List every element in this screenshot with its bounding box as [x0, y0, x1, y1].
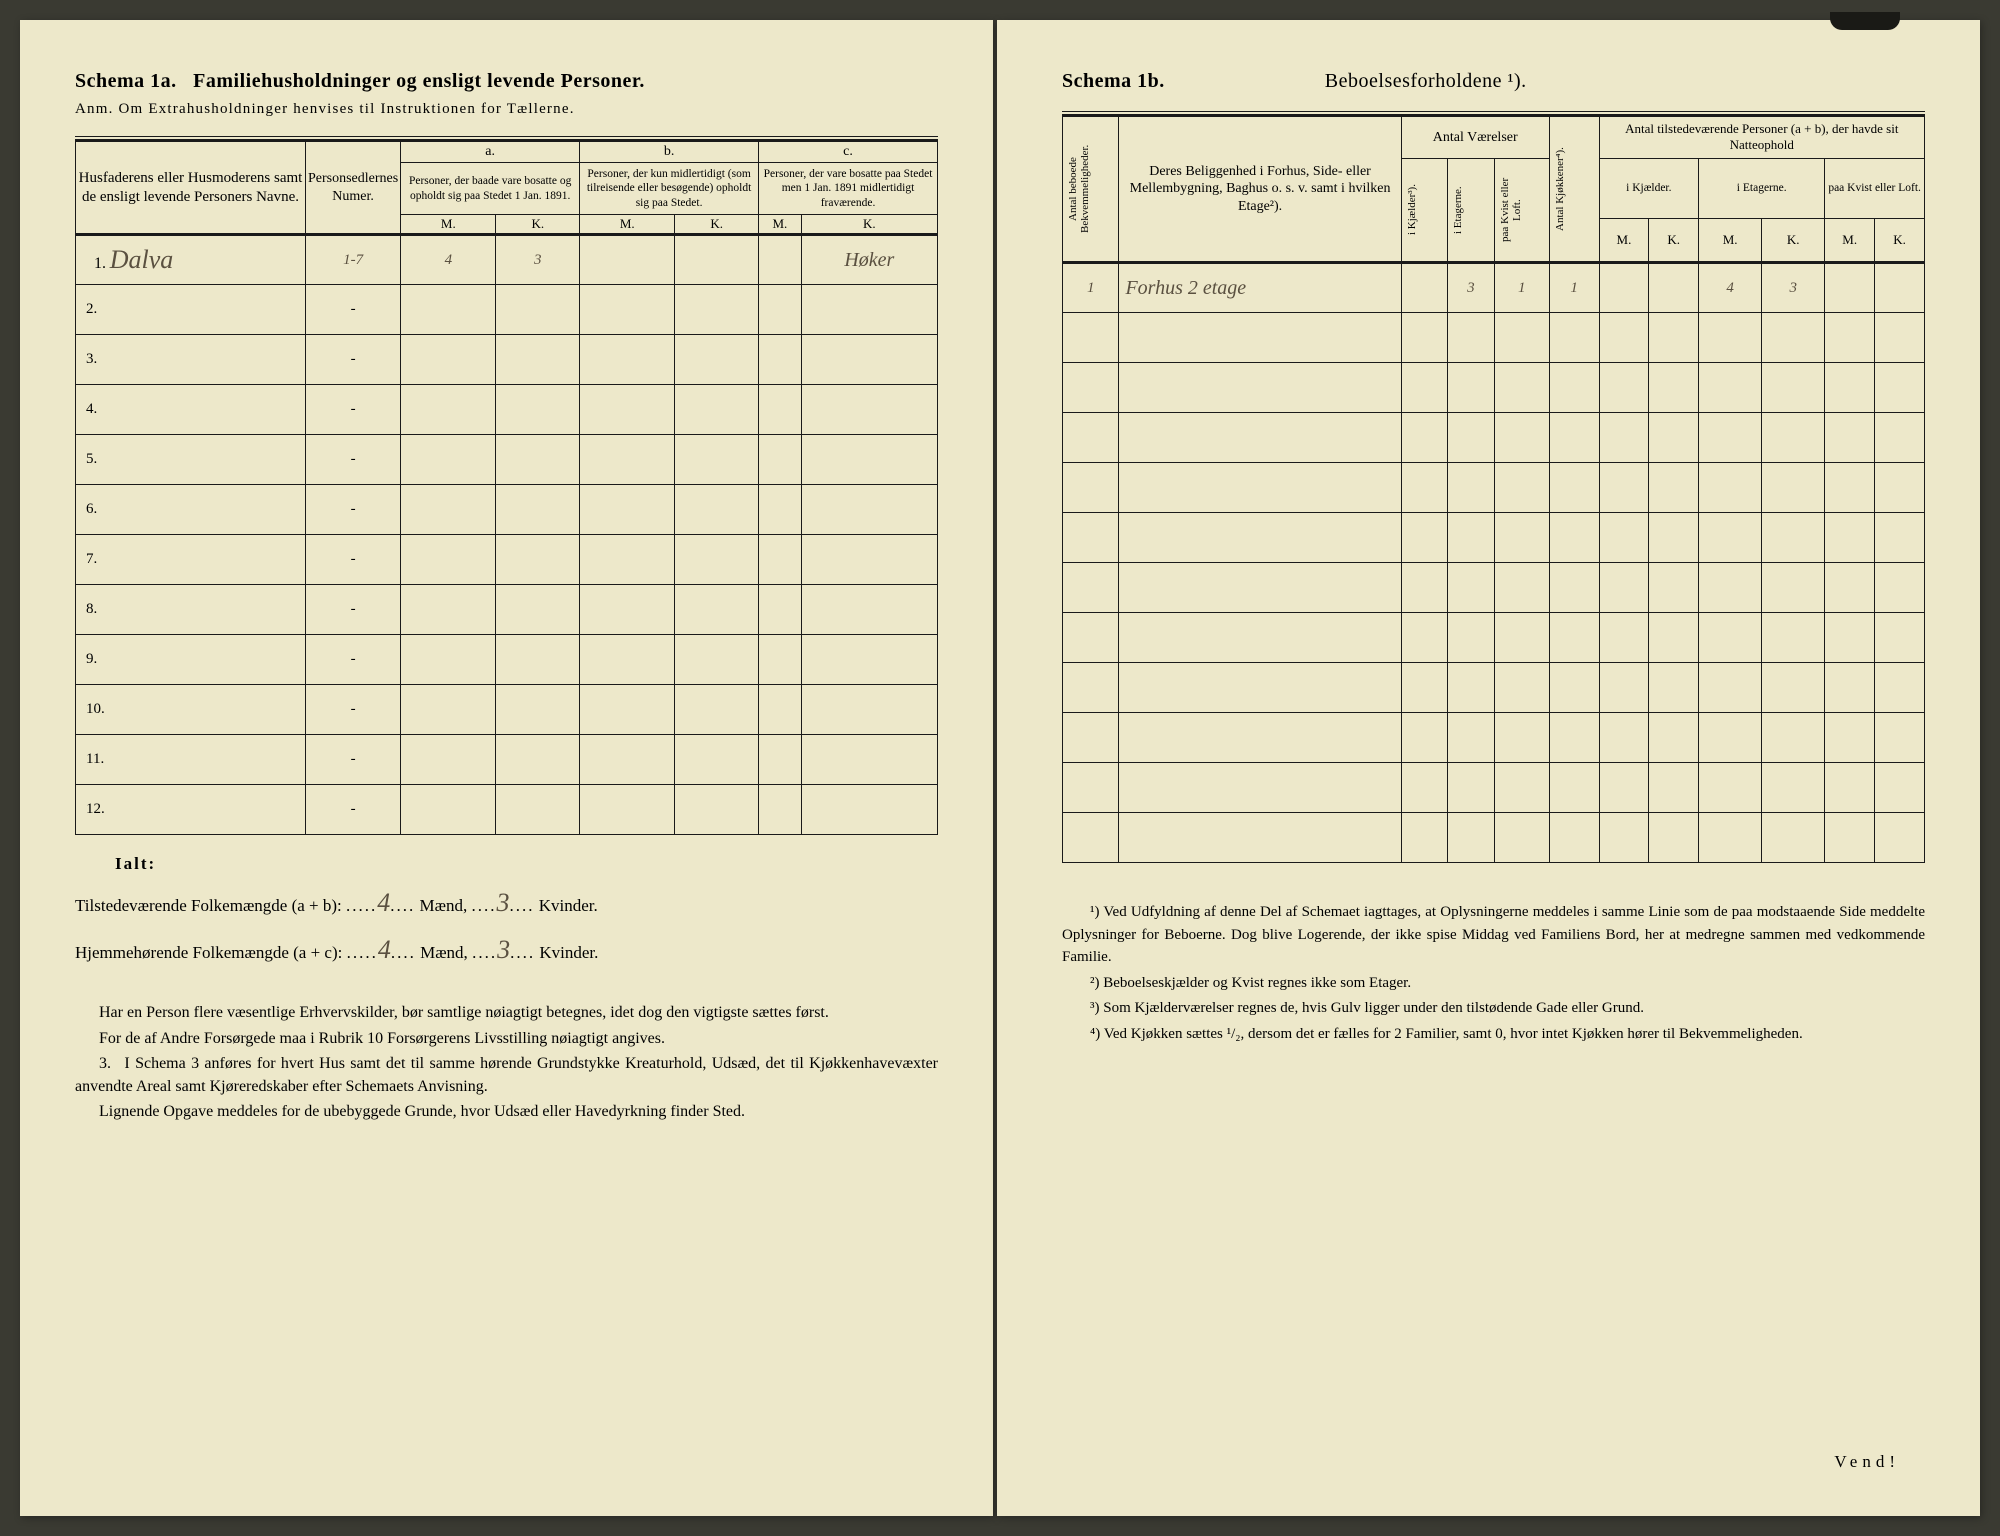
rule [1062, 111, 1925, 112]
hdr-kjok: Antal Kjøkkener⁴). [1549, 116, 1599, 263]
hdr-bk: K. [675, 215, 759, 235]
table-row: 6.- [76, 485, 938, 535]
hdr-names: Husfaderens eller Husmoderens samt de en… [76, 141, 306, 235]
table-row: 5.- [76, 435, 938, 485]
table-row: 1 Forhus 2 etage 3 1 1 4 3 [1063, 263, 1925, 313]
table-row [1063, 363, 1925, 413]
table-row [1063, 663, 1925, 713]
cell-bm [580, 235, 675, 285]
table-row: 4.- [76, 385, 938, 435]
cell-vkv: 1 [1494, 263, 1549, 313]
schema-1a-table: Husfaderens eller Husmoderens samt de en… [75, 139, 938, 835]
instructions-left: Har en Person flere væsentlige Erhvervsk… [75, 1001, 938, 1123]
table-row [1063, 463, 1925, 513]
vend-label: Vend! [1834, 1452, 1900, 1472]
table-row: 2.- [76, 285, 938, 335]
hdr-a-text: Personer, der baade vare bosatte og opho… [401, 163, 580, 215]
table-row [1063, 513, 1925, 563]
para-2: For de af Andre Forsørgede maa i Rubrik … [75, 1027, 938, 1050]
page-notch [1830, 12, 1900, 30]
para-1: Har en Person flere væsentlige Erhvervsk… [75, 1001, 938, 1024]
cell-bk [675, 235, 759, 285]
hdr-b-text: Personer, der kun midlertidigt (som tilr… [580, 163, 759, 215]
ialt-label: Ialt: [115, 849, 938, 880]
hdr-numer: Personsedlernes Numer. [306, 141, 401, 235]
cell-belig: Forhus 2 etage [1119, 263, 1401, 313]
schema-1b-title: Schema 1b. Beboelsesforholdene ¹). [1062, 70, 1925, 93]
hdr-v2: i Etagerne. [1448, 158, 1494, 263]
cell-vkj [1401, 263, 1447, 313]
schema-1a-title: Schema 1a. Familiehusholdninger og ensli… [75, 70, 938, 93]
table-row: 8.- [76, 585, 938, 635]
right-page: Schema 1b. Beboelsesforholdene ¹). Antal… [997, 20, 1980, 1516]
hdr-v1: i Kjælder³). [1401, 158, 1447, 263]
table-row: 10.- [76, 685, 938, 735]
hdr-bm: M. [580, 215, 675, 235]
footnote-3: ³) Som Kjælderværelser regnes de, hvis G… [1062, 997, 1925, 1020]
schema-1a-label: Schema 1a. [75, 70, 177, 92]
cell-antal: 1 [1063, 263, 1119, 313]
hdr-a: a. [401, 141, 580, 163]
cell-etm: 4 [1699, 263, 1762, 313]
table-row [1063, 763, 1925, 813]
cell-kjok: 1 [1549, 263, 1599, 313]
para-4: Lignende Opgave meddeles for de ubebygge… [75, 1100, 938, 1123]
hdr-b: b. [580, 141, 759, 163]
table-row: 7.- [76, 535, 938, 585]
totals-line-1: Tilstedeværende Folkemængde (a + b): ...… [75, 880, 938, 927]
hdr-v3: paa Kvist eller Loft. [1494, 158, 1549, 263]
cell-vet: 3 [1448, 263, 1494, 313]
table-row: 1. Dalva 1-7 4 3 Høker [76, 235, 938, 285]
footnote-1: ¹) Ved Udfyldning af denne Del af Schema… [1062, 901, 1925, 969]
cell-name: 1. Dalva [76, 235, 306, 285]
table-row: 11.- [76, 735, 938, 785]
hdr-belig: Deres Beliggenhed i Forhus, Side- eller … [1119, 116, 1401, 263]
table-row: 12.- [76, 785, 938, 835]
hdr-present: Antal tilstedeværende Personer (a + b), … [1599, 116, 1924, 159]
table-row [1063, 313, 1925, 363]
schema-1b-label: Schema 1b. [1062, 70, 1165, 93]
table-row [1063, 613, 1925, 663]
totals-block: Ialt: Tilstedeværende Folkemængde (a + b… [75, 849, 938, 973]
cell-num: 1-7 [306, 235, 401, 285]
hdr-ak: K. [496, 215, 580, 235]
hdr-antal-vaer: Antal Værelser [1401, 116, 1549, 159]
footnotes: ¹) Ved Udfyldning af denne Del af Schema… [1062, 901, 1925, 1045]
hdr-antal-bekv: Antal beboedeBekvemmeligheder. [1063, 116, 1119, 263]
schema-1b-text: Beboelsesforholdene ¹). [1325, 70, 1527, 93]
schema-1a-text: Familiehusholdninger og ensligt levende … [193, 70, 645, 92]
cell-ak: 3 [496, 235, 580, 285]
schema-1b-table: Antal beboedeBekvemmeligheder. Deres Bel… [1062, 114, 1925, 863]
table-row [1063, 713, 1925, 763]
hdr-cm: M. [759, 215, 802, 235]
hdr-p1: i Kjælder. [1599, 158, 1699, 218]
table-row: 9.- [76, 635, 938, 685]
table-row [1063, 413, 1925, 463]
cell-am: 4 [401, 235, 496, 285]
totals-line-2: Hjemmehørende Folkemængde (a + c): .....… [75, 927, 938, 974]
hdr-am: M. [401, 215, 496, 235]
cell-etk: 3 [1762, 263, 1825, 313]
footnote-2: ²) Beboelseskjælder og Kvist regnes ikke… [1062, 972, 1925, 995]
table-row: 3.- [76, 335, 938, 385]
hdr-p2: i Etagerne. [1699, 158, 1825, 218]
footnote-4: ⁴) Ved Kjøkken sættes ¹/₂, dersom det er… [1062, 1023, 1925, 1046]
table-row [1063, 563, 1925, 613]
rule [75, 136, 938, 137]
anm-note: Anm. Om Extrahusholdninger henvises til … [75, 101, 938, 118]
hdr-p3: paa Kvist eller Loft. [1825, 158, 1925, 218]
table-row [1063, 813, 1925, 863]
para-3: 3. I Schema 3 anføres for hvert Hus samt… [75, 1052, 938, 1098]
cell-cm [759, 235, 802, 285]
page-spread: Schema 1a. Familiehusholdninger og ensli… [20, 20, 1980, 1516]
hdr-c: c. [759, 141, 938, 163]
hdr-ck: K. [801, 215, 937, 235]
left-page: Schema 1a. Familiehusholdninger og ensli… [20, 20, 993, 1516]
hdr-c-text: Personer, der vare bosatte paa Stedet me… [759, 163, 938, 215]
cell-note: Høker [801, 235, 937, 285]
